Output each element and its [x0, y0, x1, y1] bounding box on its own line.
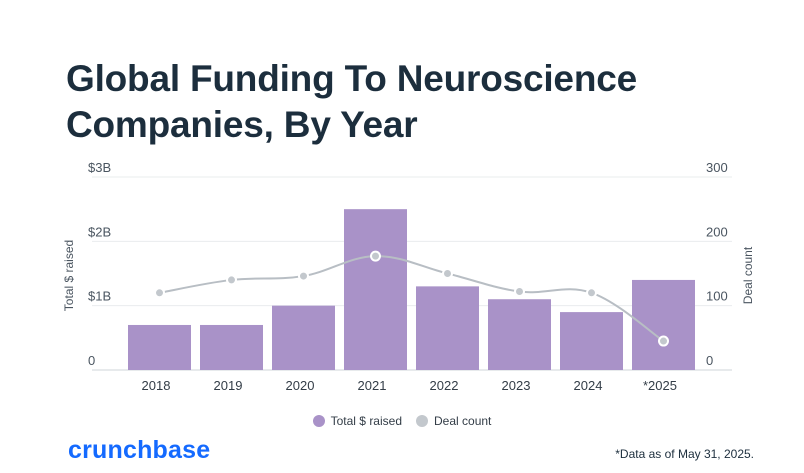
deal-count-point — [154, 287, 165, 299]
x-tick-label: 2018 — [142, 378, 171, 393]
y2-tick-label: 300 — [706, 160, 728, 175]
x-tick-label: 2022 — [430, 378, 459, 393]
x-tick-label: 2021 — [358, 378, 387, 393]
legend-swatch-line — [416, 415, 428, 427]
legend-label-line: Deal count — [434, 414, 492, 428]
y-tick-label: $3B — [88, 160, 111, 175]
y2-tick-label: 200 — [706, 224, 728, 239]
footnote: *Data as of May 31, 2025. — [615, 447, 754, 461]
legend-swatch-bars — [312, 415, 325, 427]
bar — [200, 324, 263, 370]
x-tick-label: 2020 — [286, 378, 315, 393]
bar — [416, 286, 479, 370]
grid-lines — [92, 176, 732, 371]
bar — [344, 209, 407, 370]
y2-tick-label: 0 — [706, 353, 713, 368]
deal-count-point — [514, 286, 525, 298]
deal-count-point — [658, 335, 669, 347]
x-tick-label: 2023 — [502, 378, 531, 393]
legend-label-bars: Total $ raised — [330, 414, 402, 428]
y-tick-label: 0 — [88, 353, 95, 368]
legend: Total $ raised Deal count — [0, 414, 804, 428]
legend-item-bars[interactable]: Total $ raised — [312, 414, 402, 428]
bar — [560, 312, 623, 370]
line-series — [154, 250, 669, 347]
deal-count-point — [226, 274, 237, 286]
deal-count-point — [442, 268, 453, 279]
x-tick-label: *2025 — [643, 378, 677, 393]
y2-axis-label: Deal count — [741, 246, 755, 304]
y-tick-label: $2B — [88, 224, 111, 239]
y-axis-label: Total $ raised — [62, 240, 76, 311]
bar — [272, 305, 335, 370]
chart-title: Global Funding To Neuroscience Companies… — [66, 58, 637, 145]
y2-tick-label: 100 — [706, 289, 728, 304]
deal-count-point — [370, 250, 381, 262]
y-tick-label: $1B — [88, 289, 111, 304]
crunchbase-logo[interactable]: crunchbase — [68, 436, 211, 464]
bar — [128, 324, 191, 370]
legend-item-line[interactable]: Deal count — [416, 414, 491, 428]
axes: 0 $1B $2B $3B 0 100 200 300 Total $ raised Deal c… — [62, 160, 755, 393]
x-tick-label: 2019 — [214, 378, 243, 393]
deal-count-point — [298, 270, 309, 282]
deal-count-point — [586, 287, 597, 299]
bar-series — [128, 209, 695, 370]
bar — [488, 299, 551, 370]
x-tick-label: 2024 — [574, 378, 603, 393]
